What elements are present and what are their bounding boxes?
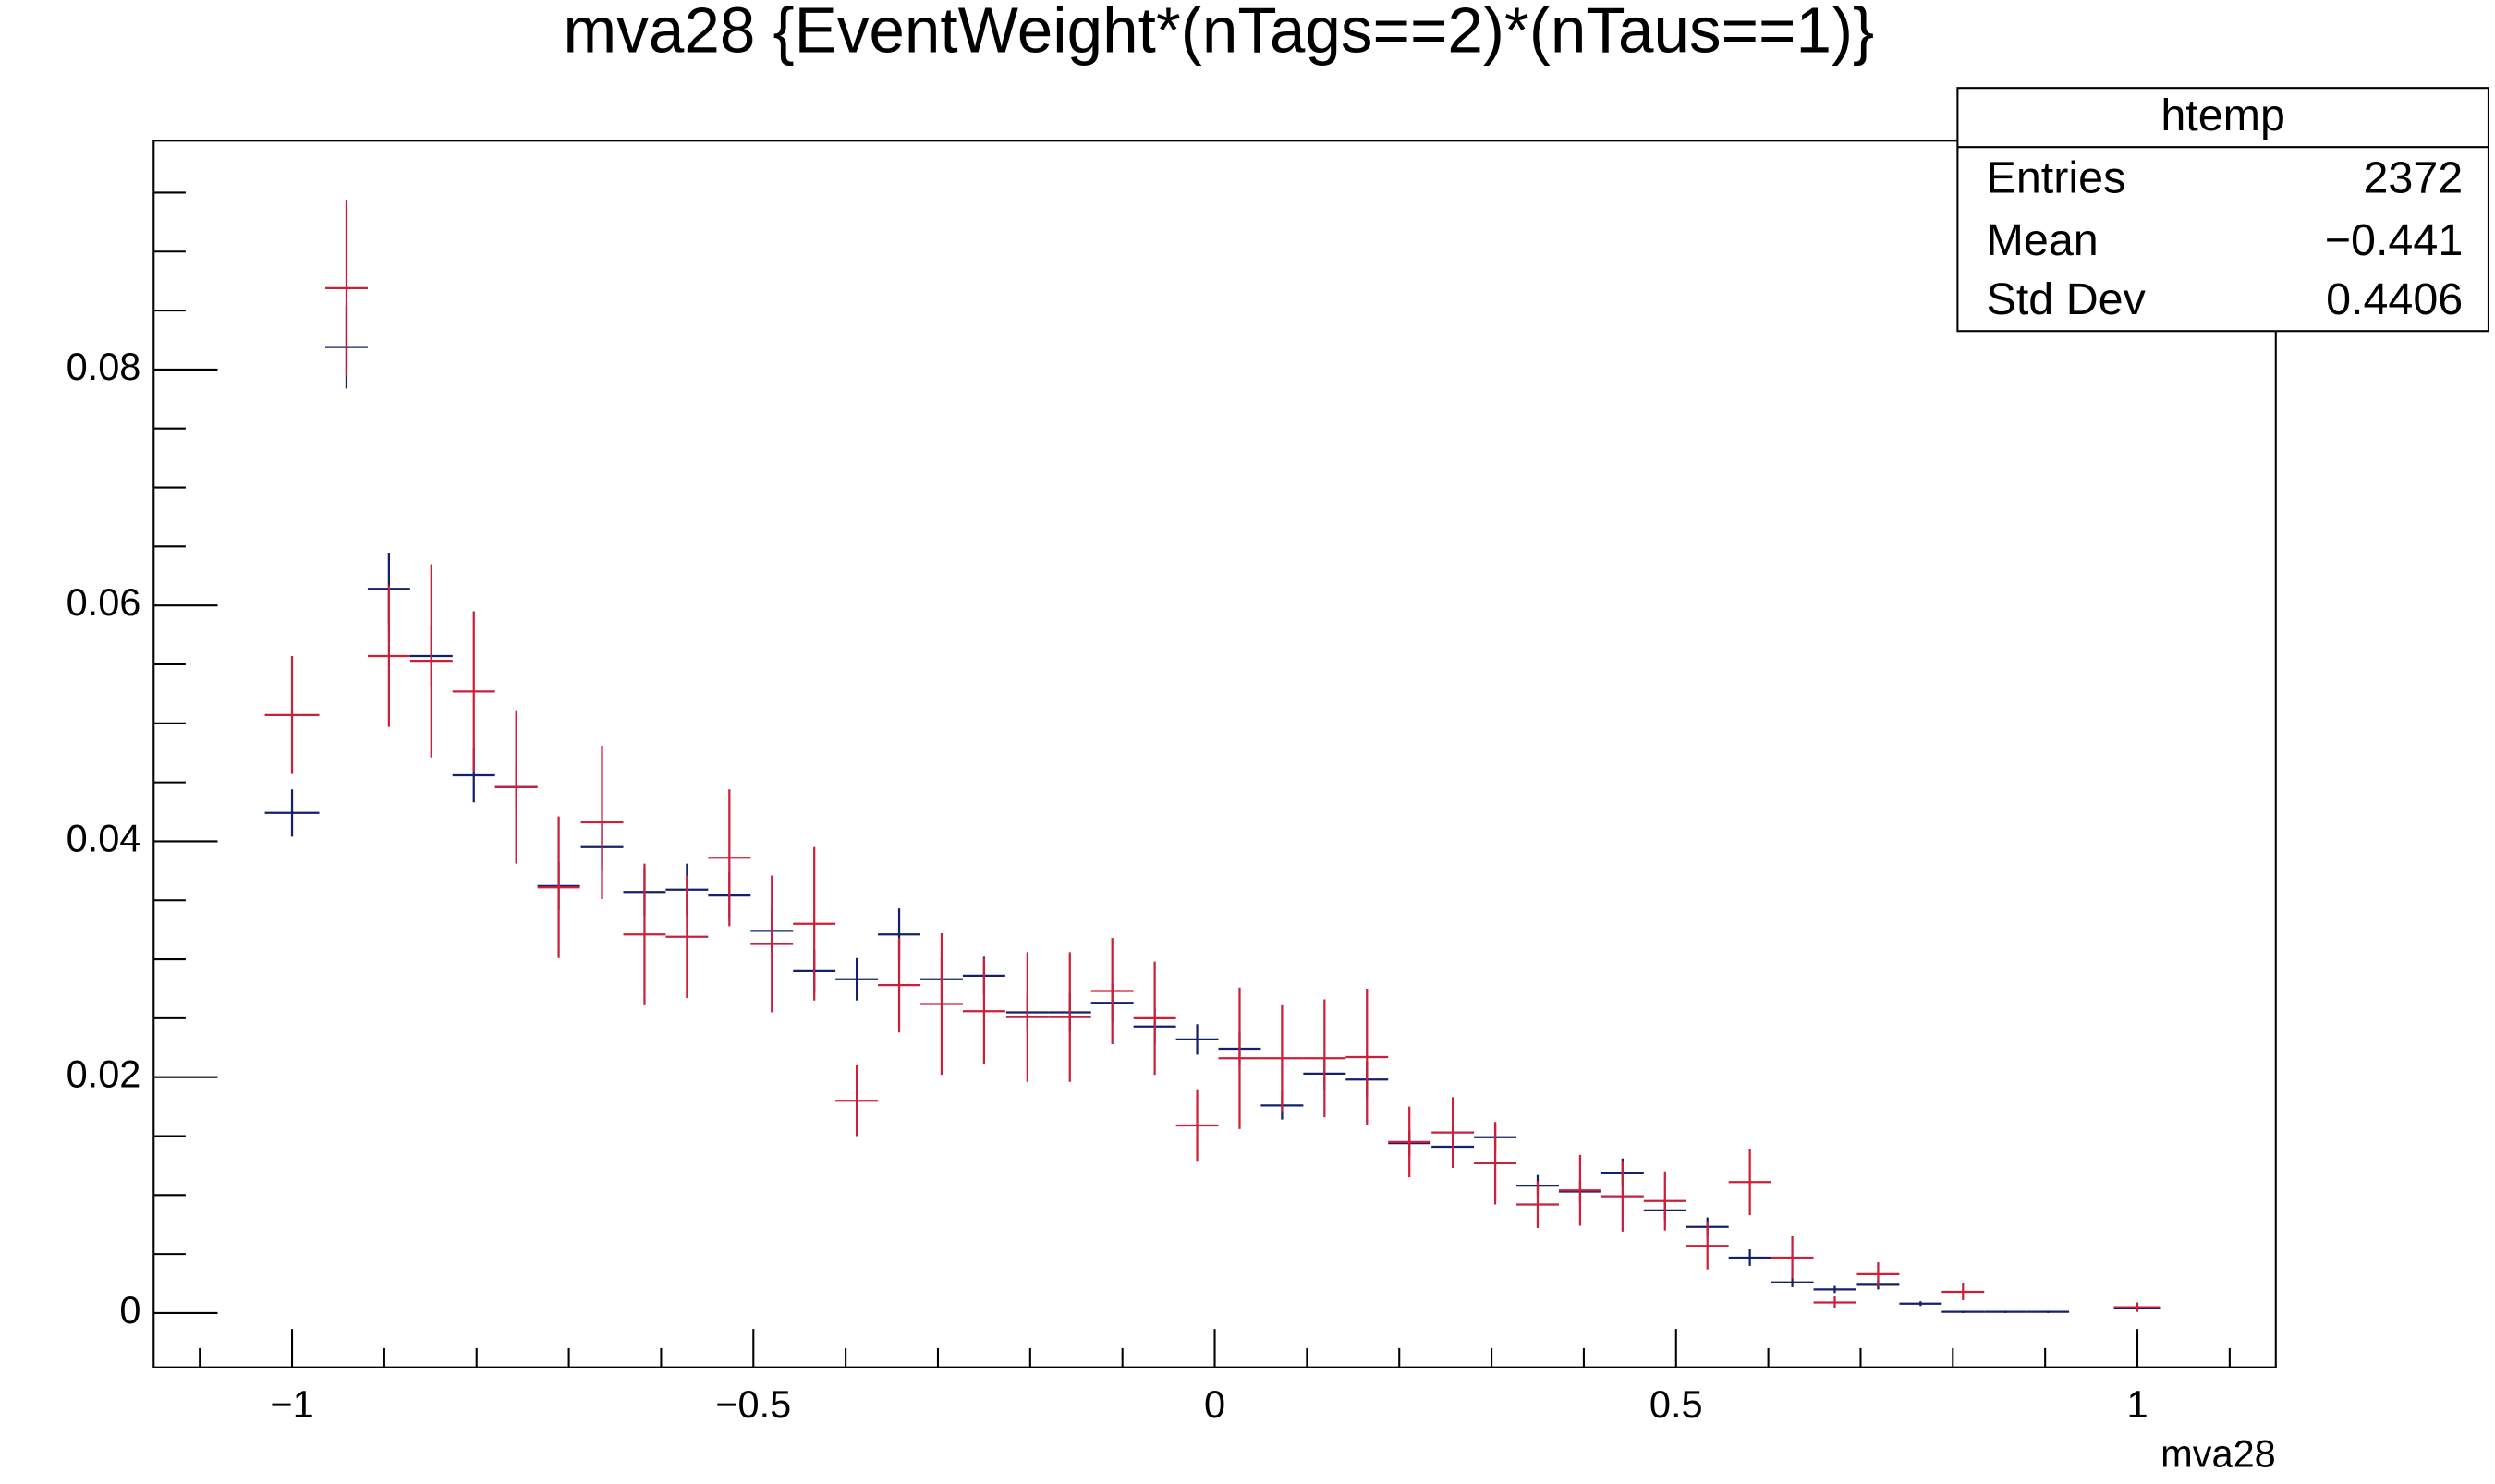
stats-value: −0.441 [2325, 215, 2463, 265]
y-tick-label: 0.06 [67, 580, 141, 624]
stats-key: Std Dev [1987, 274, 2147, 324]
stats-box: htemp Entries 2372 Mean −0.441 Std Dev 0… [1956, 87, 2489, 333]
x-tick-label: −1 [270, 1382, 313, 1426]
x-tick-label: −0.5 [715, 1382, 791, 1426]
y-tick-label: 0.08 [67, 345, 141, 388]
stats-key: Mean [1987, 215, 2099, 265]
stats-title: htemp [2160, 91, 2285, 140]
x-tick-label: 1 [2126, 1382, 2148, 1426]
x-tick-label: 0 [1204, 1382, 1225, 1426]
x-tick-label: 0.5 [1649, 1382, 1703, 1426]
stats-frame [1956, 87, 2489, 333]
y-tick-label: 0.02 [67, 1052, 141, 1096]
series [264, 200, 2161, 1312]
x-axis-label: mva28 [2160, 1432, 2276, 1476]
stats-key: Entries [1987, 152, 2126, 202]
chart-title: mva28 {EventWeight*(nTags==2)*(nTaus==1)… [564, 0, 1875, 66]
y-tick-label: 0.04 [67, 816, 141, 859]
stats-value: 0.4406 [2326, 274, 2463, 324]
y-tick-label: 0 [119, 1288, 140, 1332]
stats-value: 2372 [2363, 152, 2463, 202]
